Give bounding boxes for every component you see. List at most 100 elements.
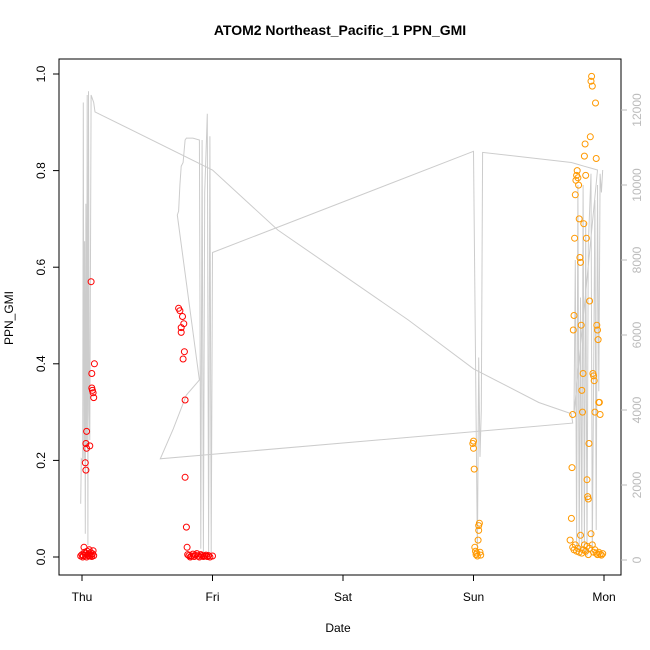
x-tick-label: Thu xyxy=(72,590,93,604)
data-point xyxy=(575,215,583,223)
data-point xyxy=(476,548,484,556)
data-point xyxy=(585,440,593,447)
data-point xyxy=(596,411,604,418)
data-point xyxy=(566,536,574,544)
x-tick-label: Fri xyxy=(206,590,220,604)
data-point xyxy=(89,389,97,397)
y2-tick-label: 8000 xyxy=(630,246,644,273)
point-series-layer xyxy=(77,72,607,561)
data-point xyxy=(475,519,483,527)
data-point xyxy=(567,514,575,522)
y-tick-label: 0.6 xyxy=(34,259,48,276)
data-point xyxy=(586,133,594,141)
data-point xyxy=(201,552,209,560)
data-point xyxy=(594,336,602,344)
x-tick-label: Mon xyxy=(592,590,615,604)
line-series-layer xyxy=(80,91,604,557)
data-point xyxy=(577,531,584,539)
data-point xyxy=(86,442,94,450)
data-point xyxy=(185,552,193,560)
y-tick-label: 1.0 xyxy=(34,65,48,82)
data-point xyxy=(580,220,588,228)
data-point xyxy=(582,171,590,179)
data-point xyxy=(477,551,485,559)
data-point xyxy=(82,466,90,474)
data-point xyxy=(584,495,592,503)
series-line xyxy=(80,91,604,557)
x-tick-label: Sat xyxy=(334,590,353,604)
data-point xyxy=(588,72,596,80)
data-point xyxy=(579,370,587,377)
data-point xyxy=(595,398,603,406)
y-tick-label: 0.4 xyxy=(34,355,48,372)
data-point xyxy=(88,550,96,558)
plot-frame xyxy=(58,58,622,576)
data-point xyxy=(571,191,579,199)
x-tick-label: Sun xyxy=(463,590,484,604)
data-point xyxy=(202,551,210,559)
chart-title: ATOM2 Northeast_Pacific_1 PPN_GMI xyxy=(214,22,466,38)
y2-tick-label: 0 xyxy=(630,556,644,563)
data-point xyxy=(177,328,185,336)
y2-tick-label: 12000 xyxy=(630,93,644,127)
data-point xyxy=(179,313,186,320)
y2-tick-label: 4000 xyxy=(630,396,644,423)
data-point xyxy=(576,254,584,261)
data-point xyxy=(592,155,600,162)
data-point xyxy=(599,550,607,558)
data-point xyxy=(588,82,596,90)
data-point xyxy=(590,377,598,385)
data-point xyxy=(569,411,577,418)
data-point xyxy=(180,320,188,328)
data-point xyxy=(581,140,589,148)
data-point xyxy=(88,370,96,377)
data-point xyxy=(90,360,98,368)
y2-tick-label: 10000 xyxy=(630,168,644,202)
data-point xyxy=(569,326,577,334)
data-point xyxy=(90,394,98,402)
data-point xyxy=(470,444,477,452)
data-point xyxy=(179,355,187,363)
y-axis-label: PPN_GMI xyxy=(2,291,16,345)
data-point xyxy=(579,408,586,416)
data-point xyxy=(590,372,598,380)
data-point xyxy=(470,465,478,473)
data-point xyxy=(89,547,97,555)
data-point xyxy=(470,437,477,445)
data-point xyxy=(205,552,213,560)
data-point xyxy=(596,550,604,558)
data-point xyxy=(176,307,184,315)
data-point xyxy=(577,258,584,266)
data-point xyxy=(578,549,586,557)
data-point xyxy=(570,312,578,319)
data-point xyxy=(181,473,189,481)
data-point xyxy=(472,547,479,555)
y2-tick-label: 6000 xyxy=(630,321,644,348)
data-point xyxy=(582,234,590,242)
data-point xyxy=(575,181,583,189)
data-point xyxy=(182,523,190,531)
y-tick-label: 0.0 xyxy=(34,548,48,565)
data-point xyxy=(183,543,191,551)
data-point xyxy=(577,321,585,329)
x-axis-label: Date xyxy=(325,621,351,635)
y-tick-label: 0.2 xyxy=(34,452,48,469)
data-point xyxy=(574,174,582,182)
data-point xyxy=(181,396,189,404)
data-point xyxy=(587,77,595,85)
data-point xyxy=(580,152,588,160)
data-point xyxy=(90,552,98,560)
data-point xyxy=(203,553,211,560)
data-point xyxy=(586,297,594,305)
data-point xyxy=(573,167,581,175)
data-point xyxy=(209,552,216,560)
data-point xyxy=(583,476,591,484)
data-point xyxy=(568,464,576,472)
data-point xyxy=(592,99,599,107)
data-point xyxy=(180,348,188,356)
data-point xyxy=(473,549,481,557)
data-point xyxy=(571,234,579,242)
data-point xyxy=(87,278,95,286)
